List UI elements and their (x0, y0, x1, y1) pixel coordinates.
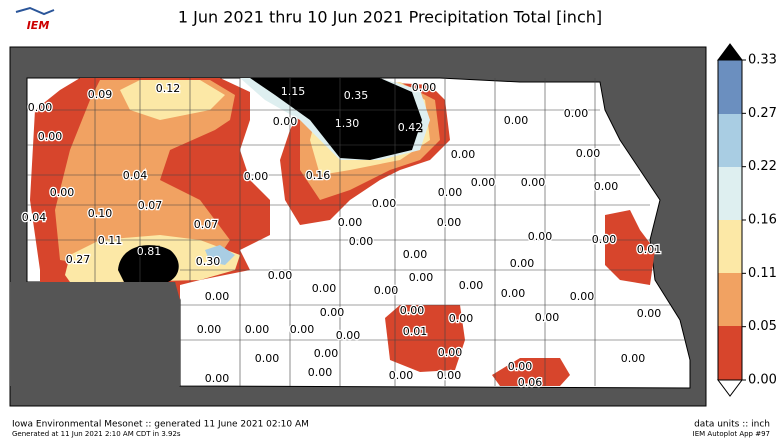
station-value: 0.00 (564, 107, 589, 120)
station-value: 0.00 (389, 369, 414, 382)
station-value: 0.00 (459, 279, 484, 292)
station-value: 0.09 (88, 88, 113, 101)
station-value: 0.00 (314, 347, 339, 360)
station-value: 0.00 (621, 352, 646, 365)
station-value: 0.00 (349, 235, 374, 248)
station-value: 0.30 (196, 255, 221, 268)
station-value: 0.00 (245, 323, 270, 336)
station-value: 0.00 (438, 346, 463, 359)
station-value: 0.10 (88, 207, 113, 220)
station-value: 0.00 (412, 81, 437, 94)
colorbar-tick-label: 0.16 (748, 213, 777, 228)
station-value: 0.07 (138, 199, 163, 212)
station-value: 1.15 (281, 85, 306, 98)
station-value: 0.27 (66, 253, 91, 266)
station-value: 0.00 (521, 176, 546, 189)
colorbar-tick-label: 0.05 (748, 319, 777, 334)
logo-mark (15, 6, 55, 16)
station-value: 0.00 (570, 290, 595, 303)
station-value: 0.35 (344, 89, 369, 102)
station-value: 0.00 (268, 269, 293, 282)
station-value: 0.00 (205, 372, 230, 385)
station-value: 0.00 (576, 147, 601, 160)
station-labels: 0.09 0.12 1.15 0.35 0.00 0.00 0.00 0.00 1.30 0.42… (21, 80, 663, 391)
station-value: 0.04 (123, 169, 148, 182)
station-value: 0.01 (637, 243, 662, 256)
colorbar-tick-label: 0.00 (748, 373, 777, 388)
title: 1 Jun 2021 thru 10 Jun 2021 Precipitatio… (178, 8, 602, 27)
logo: IEM (27, 19, 50, 32)
station-value: 0.00 (205, 290, 230, 303)
station-value: 0.00 (372, 197, 397, 210)
footer-left: Iowa Environmental Mesonet :: generated … (12, 420, 309, 430)
colorbar-tick-label: 0.22 (748, 159, 777, 174)
station-value: 0.00 (504, 114, 529, 127)
station-value: 0.00 (438, 186, 463, 199)
colorbar: 0.00 0.05 0.11 0.16 0.22 0.27 0.33 (717, 43, 777, 397)
station-value: 0.00 (409, 271, 434, 284)
station-value: 0.00 (403, 248, 428, 261)
station-value: 0.00 (38, 130, 63, 143)
station-value: 0.00 (400, 304, 425, 317)
station-value: 0.81 (137, 245, 162, 258)
station-value: 0.00 (437, 369, 462, 382)
footer-right: data units :: inch (694, 420, 770, 430)
station-value: 0.00 (637, 307, 662, 320)
station-value: 0.07 (194, 218, 219, 231)
colorbar-tick-label: 0.11 (748, 266, 777, 281)
station-value: 0.00 (510, 257, 535, 270)
station-value: 0.12 (156, 82, 181, 95)
station-value: 0.00 (50, 186, 75, 199)
station-value: 0.11 (98, 234, 123, 247)
station-value: 0.00 (244, 170, 269, 183)
station-value: 0.00 (312, 282, 337, 295)
station-value: 0.00 (592, 233, 617, 246)
station-value: 0.16 (306, 169, 331, 182)
station-value: 0.04 (22, 211, 47, 224)
footer-left-small: Generated at 11 Jun 2021 2:10 AM CDT in … (12, 430, 181, 438)
station-value: 0.01 (403, 325, 428, 338)
station-value: 1.30 (335, 117, 360, 130)
colorbar-tick-label: 0.33 (748, 53, 777, 68)
station-value: 0.00 (255, 352, 280, 365)
station-value: 0.00 (451, 148, 476, 161)
station-value: 0.00 (508, 360, 533, 373)
station-value: 0.00 (28, 101, 53, 114)
station-value: 0.00 (471, 176, 496, 189)
station-value: 0.00 (528, 230, 553, 243)
station-value: 0.00 (374, 284, 399, 297)
station-value: 0.00 (449, 312, 474, 325)
station-value: 0.00 (338, 216, 363, 229)
station-value: 0.00 (197, 323, 222, 336)
station-value: 0.00 (308, 366, 333, 379)
colorbar-tick-label: 0.27 (748, 106, 777, 121)
station-value: 0.00 (535, 311, 560, 324)
station-value: 0.00 (437, 216, 462, 229)
station-value: 0.00 (320, 306, 345, 319)
station-value: 0.00 (273, 115, 298, 128)
station-value: 0.00 (501, 287, 526, 300)
station-value: 0.00 (290, 323, 315, 336)
station-value: 0.00 (594, 180, 619, 193)
station-value: 0.00 (336, 329, 361, 342)
station-value: 0.42 (398, 121, 423, 134)
map-frame (9, 46, 707, 407)
footer-right-small: IEM Autoplot App #97 (693, 430, 770, 438)
station-value: 0.06 (518, 376, 543, 389)
